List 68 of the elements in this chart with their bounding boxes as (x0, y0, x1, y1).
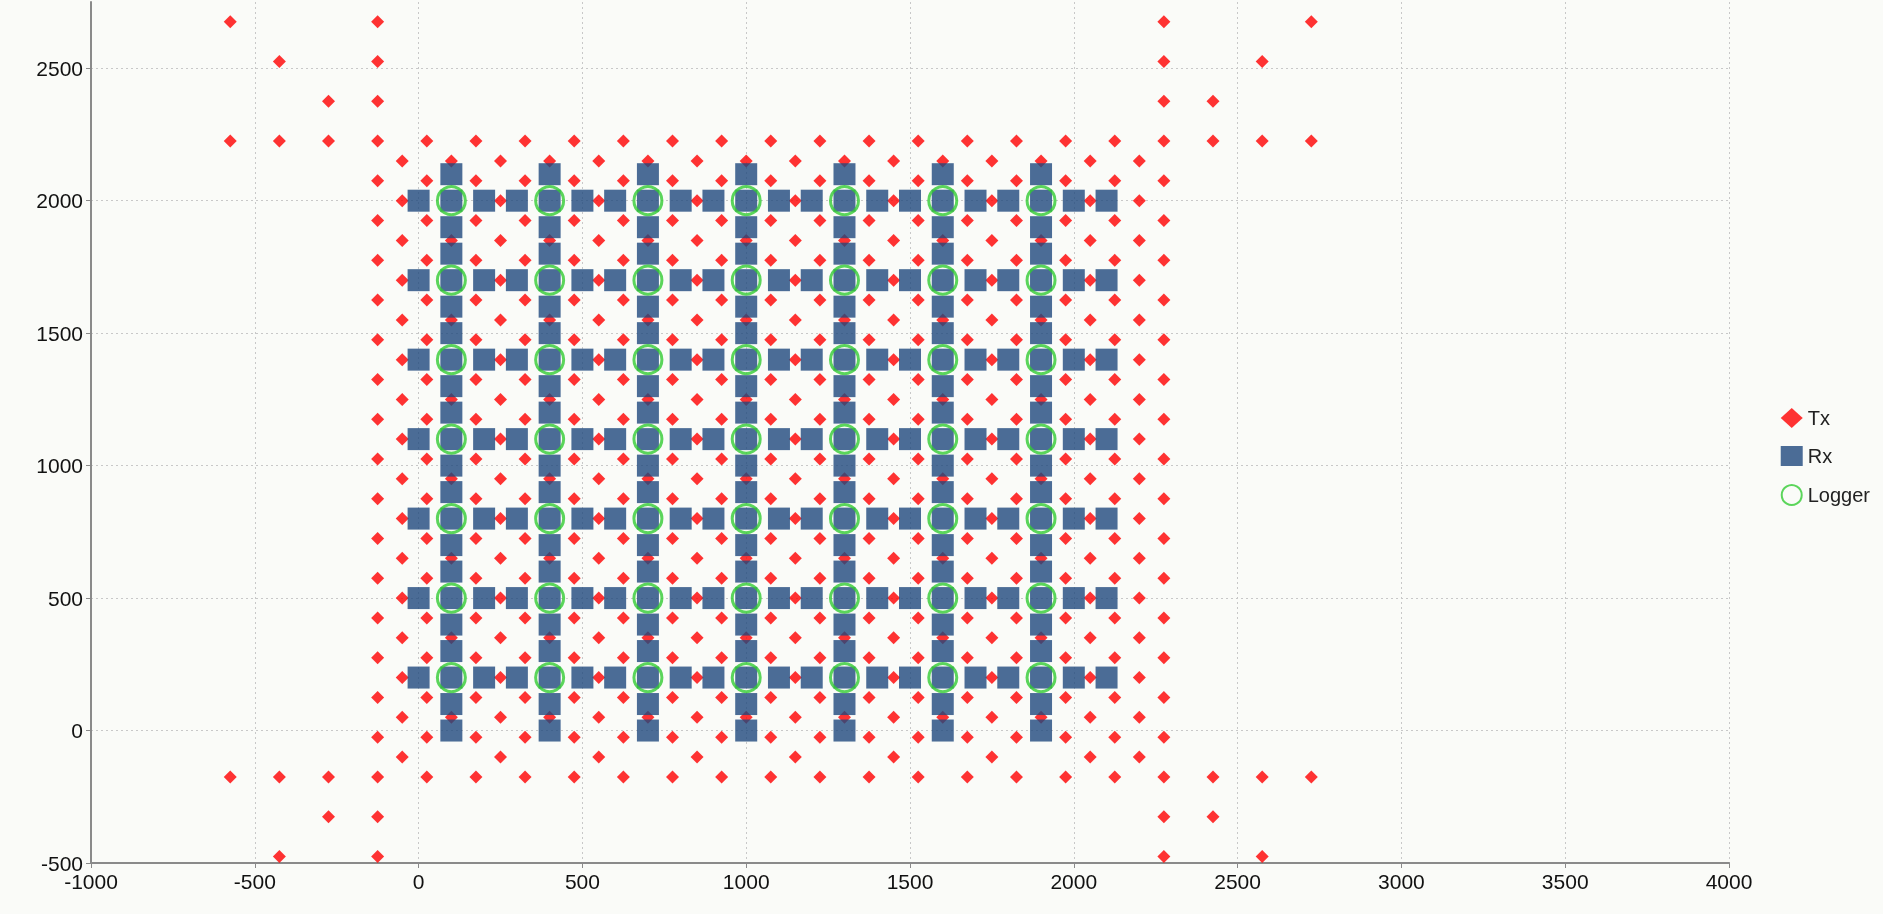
y-tick-label: 500 (47, 586, 83, 610)
point (632, 185, 664, 217)
point (927, 582, 959, 614)
point (534, 423, 566, 455)
point (435, 662, 467, 694)
point (829, 344, 860, 376)
x-tick-label: 0 (412, 870, 425, 893)
x-tick-label: 1000 (722, 870, 770, 893)
point (435, 264, 467, 296)
point (927, 423, 959, 455)
point (632, 264, 664, 296)
point (435, 344, 467, 376)
point (534, 662, 566, 694)
y-tick-label: 2500 (36, 56, 83, 80)
point (534, 185, 566, 217)
point (730, 662, 762, 694)
point (730, 344, 762, 376)
point (632, 344, 664, 376)
x-tick-label: -500 (233, 870, 276, 893)
point (730, 503, 762, 535)
point (730, 185, 762, 217)
point (730, 423, 762, 455)
point (435, 582, 467, 614)
point (632, 582, 664, 614)
point (1025, 662, 1057, 694)
x-tick-label: 1500 (886, 870, 934, 893)
point (1025, 582, 1057, 614)
point (1025, 344, 1057, 376)
legend-label: Tx (1807, 407, 1830, 429)
point (1025, 264, 1057, 296)
point (829, 503, 860, 535)
point (435, 185, 467, 217)
x-tick-label: 3500 (1541, 870, 1589, 893)
point (534, 264, 566, 296)
point (927, 344, 959, 376)
point (632, 423, 664, 455)
x-tick-label: 2000 (1050, 870, 1098, 893)
x-tick-label: 500 (564, 870, 600, 893)
legend-label: Logger (1807, 484, 1871, 506)
x-tick-label: 2500 (1214, 870, 1261, 893)
x-tick-label: 3000 (1378, 870, 1425, 893)
point (435, 503, 467, 535)
y-tick-label: 1000 (36, 454, 83, 478)
point (927, 185, 959, 217)
y-tick-label: 0 (71, 719, 83, 743)
point (927, 662, 959, 694)
point (1025, 423, 1057, 455)
point (730, 264, 762, 296)
y-tick-label: 2000 (36, 189, 83, 213)
point (534, 582, 566, 614)
legend-label: Rx (1807, 445, 1833, 467)
point (829, 582, 860, 614)
x-tick-label: 4000 (1705, 870, 1753, 893)
point (927, 264, 959, 296)
point (435, 423, 467, 455)
point (1025, 503, 1057, 535)
point (927, 503, 959, 535)
point (829, 423, 860, 455)
point (829, 185, 860, 217)
point (632, 503, 664, 535)
point (534, 344, 566, 376)
y-tick-label: 1500 (36, 321, 83, 345)
point (1025, 185, 1057, 217)
point (829, 264, 860, 296)
point (730, 582, 762, 614)
point (632, 662, 664, 694)
point (829, 662, 860, 694)
point (534, 503, 566, 535)
